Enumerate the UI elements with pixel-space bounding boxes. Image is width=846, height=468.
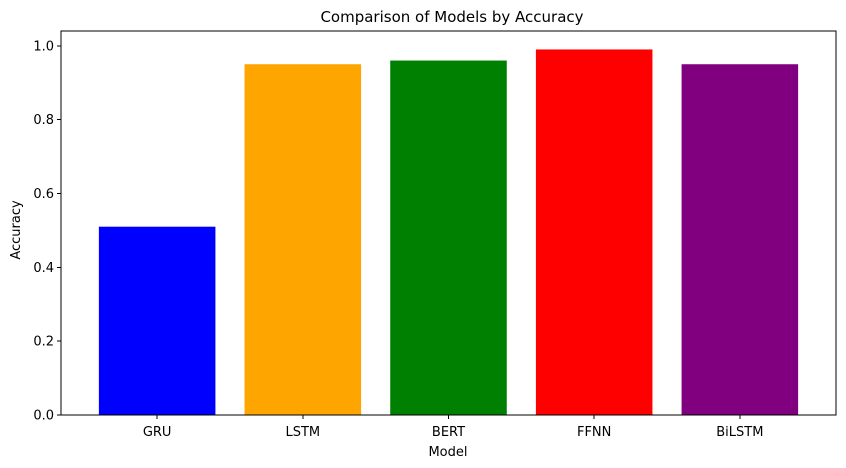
y-tick-label: 0.0 (33, 409, 54, 424)
plot-frame (60, 30, 837, 416)
y-tick-label: 1.0 (33, 39, 54, 54)
x-tick-label: FFNN (577, 425, 611, 440)
bar-bert (390, 60, 507, 416)
x-tick-label: LSTM (285, 425, 320, 440)
x-axis-title: Model (428, 445, 467, 460)
bar-bilstm (681, 64, 799, 415)
bar-ffnn (535, 49, 653, 415)
x-tick-label: BERT (432, 425, 465, 440)
y-axis-title: Accuracy (9, 200, 24, 260)
y-axis-ticks: 0.0 0.2 0.4 0.6 0.8 1.0 (33, 39, 61, 424)
x-axis-ticks: GRU LSTM BERT FFNN BiLSTM (143, 415, 763, 440)
bar-gru (98, 226, 216, 415)
y-tick-label: 0.8 (33, 113, 54, 128)
y-tick-label: 0.2 (33, 335, 54, 350)
chart-title: Comparison of Models by Accuracy (320, 8, 583, 26)
y-tick-label: 0.4 (33, 261, 54, 276)
y-tick-label: 0.6 (33, 187, 54, 202)
bar-lstm (244, 64, 362, 415)
x-tick-label: GRU (143, 425, 172, 440)
x-tick-label: BiLSTM (716, 425, 763, 440)
bars-group (98, 49, 799, 416)
